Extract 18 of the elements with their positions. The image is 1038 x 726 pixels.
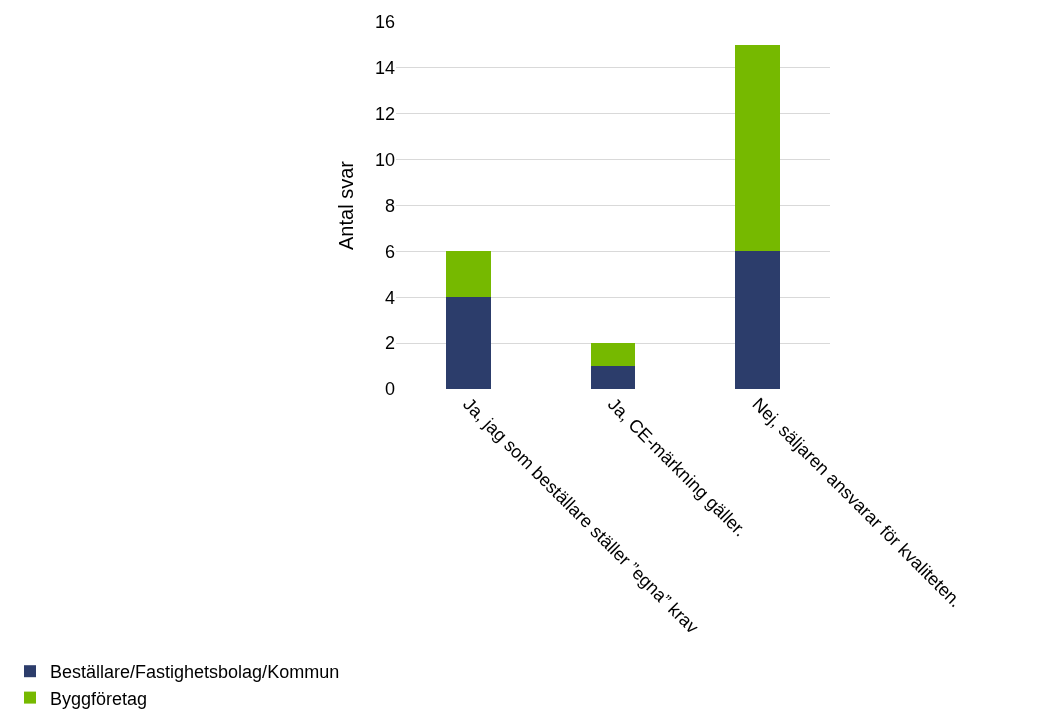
bar [590, 343, 636, 367]
bar [445, 251, 491, 298]
bar [445, 297, 491, 389]
y-tick-label: 2 [384, 333, 395, 354]
y-tick-label: 10 [374, 149, 395, 170]
legend-label: Beställare/Fastighetsbolag/Kommun [50, 662, 340, 683]
y-axis-title: Antal svar [335, 160, 358, 250]
bar [735, 251, 781, 389]
legend-label: Byggföretag [50, 688, 148, 709]
y-tick-label: 14 [374, 58, 395, 79]
y-tick-label: 4 [384, 287, 395, 308]
y-tick-label: 6 [384, 241, 395, 262]
y-tick-label: 0 [384, 379, 395, 400]
bar [590, 366, 636, 389]
y-tick-label: 16 [374, 12, 395, 33]
y-tick-label: 12 [374, 104, 395, 125]
bar [735, 44, 781, 252]
y-tick-label: 8 [384, 195, 395, 216]
